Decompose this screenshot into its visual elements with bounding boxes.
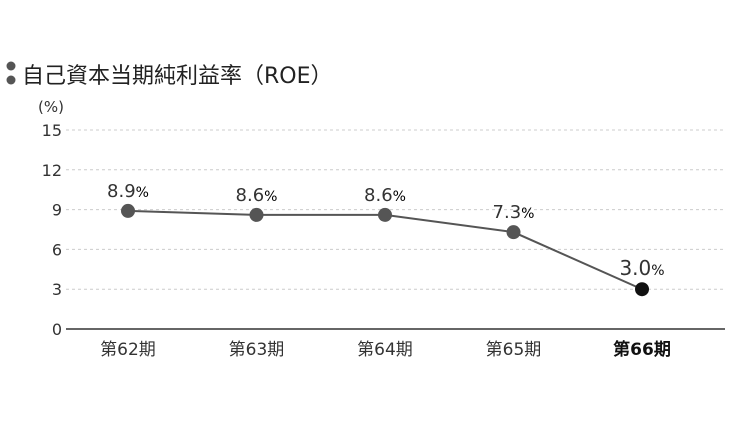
gridlines [66, 129, 725, 290]
data-label: 8.9% [107, 181, 149, 202]
data-point [378, 207, 392, 222]
y-tick-label: 3 [52, 280, 62, 299]
data-point [635, 282, 649, 297]
series-line [127, 209, 643, 291]
title-bullet-dot-bottom [6, 75, 16, 85]
chart-title: 自己資本当期純利益率（ROE） [22, 64, 333, 89]
y-tick-label: 9 [52, 201, 62, 220]
y-axis-ticks: 0 3 6 9 12 15 [42, 121, 62, 339]
series-roe [121, 203, 649, 297]
x-tick-label: 第62期 [100, 340, 156, 360]
x-axis-ticks: 第62期 第63期 第64期 第65期 第66期 [100, 339, 671, 360]
title-bullet-dot-top [6, 61, 16, 71]
x-tick-label: 第65期 [486, 340, 542, 360]
x-tick-label: 第64期 [357, 340, 413, 360]
y-axis-unit-label: (%) [38, 98, 64, 116]
x-tick-label: 第66期 [613, 339, 671, 360]
y-tick-label: 12 [42, 161, 62, 180]
y-tick-label: 0 [52, 320, 62, 339]
data-point [249, 207, 264, 222]
data-labels: 8.9% 8.6% 8.6% 7.3% 3.0% [107, 181, 665, 280]
y-tick-label: 15 [42, 121, 62, 140]
chart-title-group: 自己資本当期純利益率（ROE） [6, 61, 333, 89]
data-label: 8.6% [236, 185, 278, 206]
data-point [121, 203, 135, 218]
y-tick-label: 6 [52, 240, 62, 259]
data-label: 7.3% [493, 202, 535, 223]
data-label: 3.0% [619, 256, 664, 280]
x-tick-label: 第63期 [229, 340, 285, 360]
data-point [506, 225, 521, 240]
data-label: 8.6% [364, 185, 406, 206]
